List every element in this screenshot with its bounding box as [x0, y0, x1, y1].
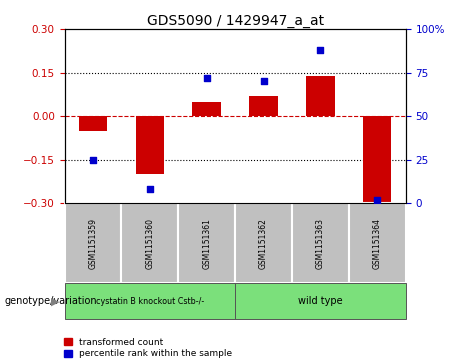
Text: ▶: ▶	[52, 296, 60, 306]
Point	[203, 75, 210, 81]
Point	[260, 78, 267, 84]
Bar	[235, 283, 406, 319]
Title: GDS5090 / 1429947_a_at: GDS5090 / 1429947_a_at	[147, 14, 324, 28]
Bar	[136, 116, 164, 174]
Bar	[65, 283, 235, 319]
Bar	[178, 203, 235, 283]
Bar	[65, 203, 121, 283]
Bar	[349, 203, 406, 283]
Text: GSM1151360: GSM1151360	[145, 218, 154, 269]
Text: GSM1151359: GSM1151359	[89, 218, 97, 269]
Bar	[292, 203, 349, 283]
Text: cystatin B knockout Cstb-/-: cystatin B knockout Cstb-/-	[96, 297, 204, 306]
Text: GSM1151362: GSM1151362	[259, 218, 268, 269]
Text: GSM1151361: GSM1151361	[202, 218, 211, 269]
Bar	[193, 102, 221, 116]
Text: GSM1151364: GSM1151364	[373, 218, 382, 269]
Legend: transformed count, percentile rank within the sample: transformed count, percentile rank withi…	[65, 338, 232, 359]
Bar	[249, 96, 278, 116]
Point	[373, 197, 381, 203]
Point	[146, 187, 154, 192]
Text: genotype/variation: genotype/variation	[5, 296, 97, 306]
Bar	[235, 203, 292, 283]
Bar	[121, 203, 178, 283]
Text: wild type: wild type	[298, 296, 343, 306]
Bar	[79, 116, 107, 131]
Point	[89, 157, 97, 163]
Bar	[363, 116, 391, 203]
Text: GSM1151363: GSM1151363	[316, 218, 325, 269]
Point	[317, 47, 324, 53]
Bar	[306, 76, 335, 116]
